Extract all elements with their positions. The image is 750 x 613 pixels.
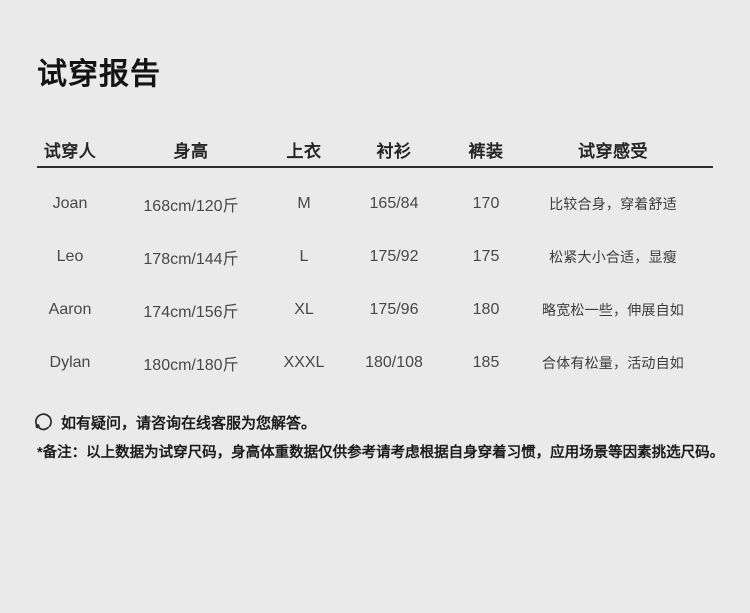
- fitting-report: 试穿报告 试穿人 身高 上衣 衬衫 裤装 试穿感受 Joan 168cm/120…: [35, 58, 725, 462]
- cell-top-size: L: [299, 247, 309, 265]
- customer-service-text: 如有疑问，请咨询在线客服为您解答。: [61, 414, 317, 432]
- cell-shirt-size: 165/84: [369, 194, 419, 212]
- cell-person: Dylan: [49, 353, 91, 371]
- table-row: Aaron 174cm/156斤 XL 175/96 180 略宽松一些，伸展自…: [37, 283, 713, 336]
- table-row: Joan 168cm/120斤 M 165/84 170 比较合身，穿着舒适: [37, 177, 713, 230]
- cell-feedback: 合体有松量，活动自如: [542, 354, 684, 371]
- column-header-top: 上衣: [286, 141, 322, 161]
- customer-service-note: 如有疑问，请咨询在线客服为您解答。: [33, 411, 713, 433]
- remark-note: *备注：以上数据为试穿尺码，身高体重数据仅供参考请考虑根据自身穿着习惯，应用场景…: [37, 445, 725, 461]
- column-header-pants: 裤装: [468, 141, 504, 161]
- cell-top-size: M: [297, 194, 311, 212]
- column-header-person: 试穿人: [43, 141, 97, 161]
- page-title: 试穿报告: [37, 58, 161, 91]
- cell-top-size: XXXL: [283, 353, 325, 371]
- cell-pants-size: 185: [472, 353, 500, 371]
- cell-person: Joan: [52, 194, 88, 212]
- cell-height: 180cm/180斤: [143, 356, 239, 374]
- cell-top-size: XL: [294, 300, 314, 318]
- column-header-height: 身高: [173, 141, 209, 161]
- table-row: Dylan 180cm/180斤 XXXL 180/108 185 合体有松量，…: [37, 336, 713, 389]
- table-body: Joan 168cm/120斤 M 165/84 170 比较合身，穿着舒适 L…: [37, 168, 713, 389]
- cell-person: Leo: [56, 247, 84, 265]
- table-row: Leo 178cm/144斤 L 175/92 175 松紧大小合适，显瘦: [37, 230, 713, 283]
- cell-pants-size: 170: [472, 194, 500, 212]
- cell-pants-size: 180: [472, 300, 500, 318]
- column-header-feel: 试穿感受: [578, 141, 648, 161]
- column-header-shirt: 衬衫: [376, 141, 412, 161]
- cell-pants-size: 175: [472, 247, 500, 265]
- cell-height: 174cm/156斤: [143, 303, 239, 321]
- footer-notes: 如有疑问，请咨询在线客服为您解答。 *备注：以上数据为试穿尺码，身高体重数据仅供…: [35, 411, 725, 462]
- headset-icon: [35, 413, 52, 431]
- cell-height: 168cm/120斤: [143, 197, 239, 215]
- cell-person: Aaron: [48, 300, 92, 318]
- cell-feedback: 略宽松一些，伸展自如: [542, 301, 684, 318]
- cell-shirt-size: 175/96: [369, 300, 419, 318]
- cell-shirt-size: 180/108: [365, 353, 423, 371]
- cell-feedback: 松紧大小合适，显瘦: [549, 248, 677, 265]
- cell-feedback: 比较合身，穿着舒适: [549, 195, 677, 212]
- table-header-row: 试穿人 身高 上衣 衬衫 裤装 试穿感受: [37, 132, 713, 168]
- cell-shirt-size: 175/92: [369, 247, 419, 265]
- cell-height: 178cm/144斤: [143, 250, 239, 268]
